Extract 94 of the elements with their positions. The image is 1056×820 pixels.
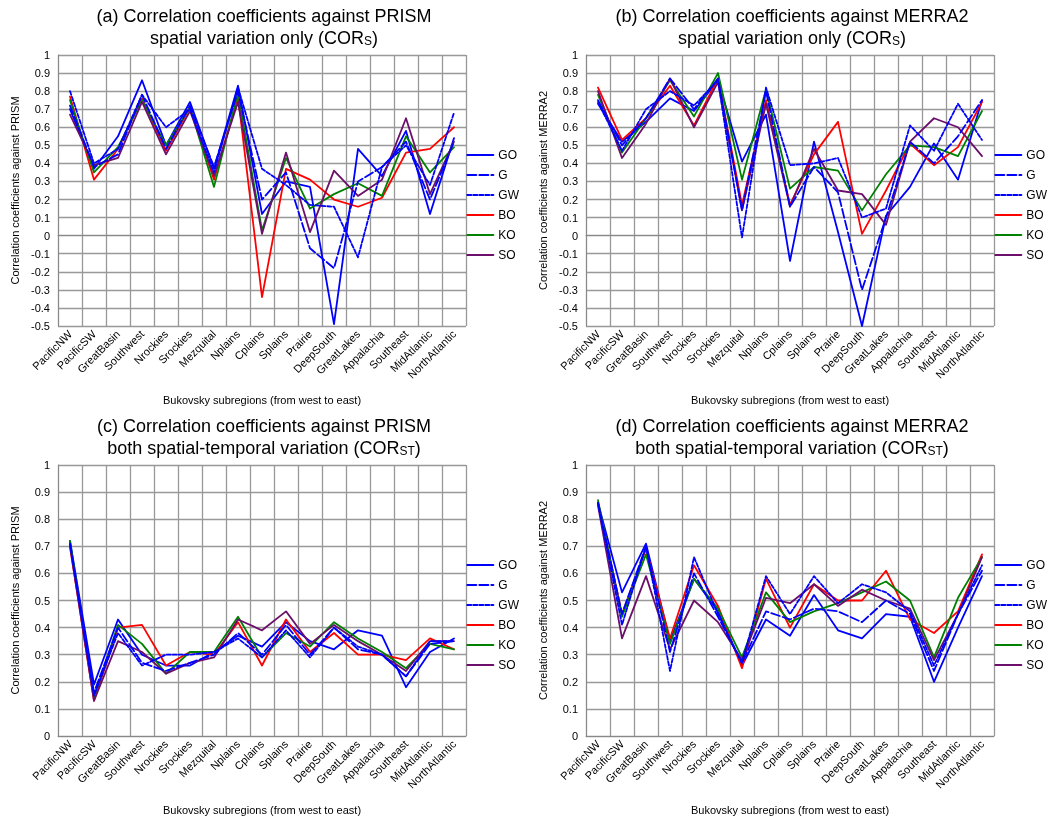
chart-subtitle: both spatial-temporal variation (CORST) [635, 438, 949, 458]
y-tick-label: 0.1 [562, 702, 578, 715]
legend-label: GO [1026, 558, 1046, 572]
y-tick-label: 0.3 [562, 175, 578, 188]
y-tick-label: 0.3 [562, 648, 578, 661]
legend-label: KO [1026, 228, 1044, 242]
y-tick-label: 0 [43, 229, 50, 242]
y-tick-label: 0.9 [562, 67, 578, 80]
y-tick-label: 0.5 [562, 594, 578, 607]
y-tick-label: -0.1 [31, 247, 50, 260]
legend-label: GW [1026, 598, 1048, 612]
y-tick-label: 0.1 [34, 702, 50, 715]
chart-title: (b) Correlation coefficients against MERRA2 [615, 6, 969, 26]
chart-subtitle: spatial variation only (CORS) [149, 28, 379, 48]
legend-label: BO [498, 618, 516, 632]
legend-label: KO [498, 638, 516, 652]
legend-label: GO [498, 558, 518, 572]
x-axis-title: Bukovsky subregions (from west to east) [162, 803, 362, 816]
y-tick-label: 0.2 [562, 675, 578, 688]
y-axis-title: Correlation coefficients against MERRA2 [536, 90, 549, 291]
y-axis-title: Correlation coefficients against MERRA2 [536, 500, 549, 701]
legend-label: KO [498, 228, 516, 242]
y-tick-label: 0.3 [34, 175, 50, 188]
y-tick-label: 0.4 [562, 621, 578, 634]
y-tick-label: 0.1 [562, 211, 578, 224]
chart-subtitle: both spatial-temporal variation (CORST) [107, 438, 421, 458]
y-tick-label: -0.3 [31, 283, 50, 296]
y-tick-label: 0.6 [34, 567, 50, 580]
legend-label: SO [498, 248, 516, 262]
y-tick-label: 0.9 [34, 486, 50, 499]
y-tick-label: 1 [43, 49, 50, 61]
legend-label: GW [498, 598, 520, 612]
y-tick-label: 0.6 [562, 121, 578, 134]
y-tick-label: 1 [571, 49, 578, 61]
y-tick-label: -0.4 [559, 301, 578, 314]
y-tick-label: 0.4 [562, 157, 578, 170]
y-tick-label: 0 [571, 229, 578, 242]
y-tick-label: 0.2 [562, 193, 578, 206]
y-tick-label: 0.8 [562, 513, 578, 526]
y-tick-label: 0.1 [34, 211, 50, 224]
y-tick-label: 0.4 [34, 621, 50, 634]
legend-label: BO [1026, 618, 1044, 632]
y-tick-label: -0.2 [31, 265, 50, 278]
y-tick-label: -0.2 [559, 265, 578, 278]
y-tick-label: 0.3 [34, 648, 50, 661]
y-tick-label: 1 [571, 459, 578, 471]
y-tick-label: 0.6 [562, 567, 578, 580]
x-axis-title: Bukovsky subregions (from west to east) [690, 803, 890, 816]
y-tick-label: 1 [43, 459, 50, 471]
y-tick-label: 0.2 [34, 675, 50, 688]
x-axis-title: Bukovsky subregions (from west to east) [690, 393, 890, 406]
y-tick-label: 0.5 [34, 139, 50, 152]
legend-label: GO [1026, 148, 1046, 162]
y-tick-label: 0.7 [34, 103, 50, 116]
y-tick-label: -0.3 [559, 283, 578, 296]
y-tick-label: 0.8 [34, 513, 50, 526]
legend-label: SO [498, 658, 516, 672]
chart-title: (c) Correlation coefficients against PRISM [97, 416, 431, 436]
y-tick-label: 0.2 [34, 193, 50, 206]
y-tick-label: -0.4 [31, 301, 50, 314]
legend-label: G [1026, 578, 1036, 592]
y-tick-label: 0.8 [562, 85, 578, 98]
x-axis-title: Bukovsky subregions (from west to east) [162, 393, 362, 406]
y-tick-label: 0.7 [562, 540, 578, 553]
chart-title: (a) Correlation coefficients against PRISM [96, 6, 432, 26]
legend-label: SO [1026, 248, 1044, 262]
legend-label: SO [1026, 658, 1044, 672]
y-tick-label: 0.5 [34, 594, 50, 607]
y-tick-label: 0.9 [562, 486, 578, 499]
chart-subtitle: spatial variation only (CORS) [677, 28, 907, 48]
chart-title: (d) Correlation coefficients against MERRA2 [615, 416, 969, 436]
legend-label: GO [498, 148, 518, 162]
legend-label: G [498, 578, 508, 592]
y-tick-label: 0.7 [562, 103, 578, 116]
y-tick-label: 0 [571, 730, 578, 742]
y-tick-label: -0.1 [559, 247, 578, 260]
y-tick-label: 0.5 [562, 139, 578, 152]
y-tick-label: 0.7 [34, 540, 50, 553]
legend-label: KO [1026, 638, 1044, 652]
legend-label: G [1026, 168, 1036, 182]
y-axis-title: Correlation coefficients against PRISM [8, 96, 21, 285]
y-tick-label: -0.5 [559, 320, 578, 332]
y-tick-label: 0.8 [34, 85, 50, 98]
y-tick-label: 0 [43, 730, 50, 742]
y-tick-label: 0.9 [34, 67, 50, 80]
legend-label: BO [498, 208, 516, 222]
legend-label: GW [1026, 188, 1048, 202]
y-axis-title: Correlation coefficients against PRISM [8, 506, 21, 695]
y-tick-label: 0.4 [34, 157, 50, 170]
legend-label: GW [498, 188, 520, 202]
y-tick-label: 0.6 [34, 121, 50, 134]
legend-label: BO [1026, 208, 1044, 222]
legend-label: G [498, 168, 508, 182]
y-tick-label: -0.5 [31, 320, 50, 332]
